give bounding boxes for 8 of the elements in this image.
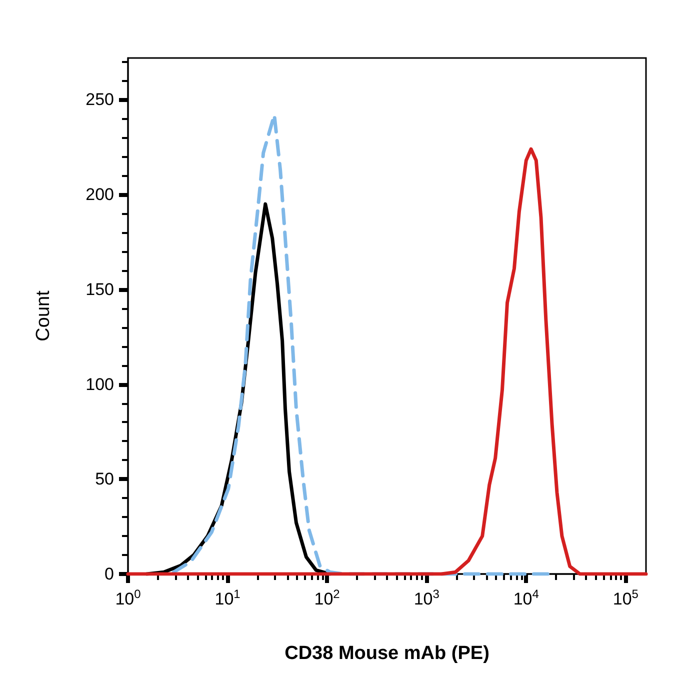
x-axis-title: CD38 Mouse mAb (PE)	[284, 643, 490, 664]
y-tick-label: 100	[86, 374, 114, 394]
y-tick-label: 0	[104, 564, 114, 584]
y-axis-title: Count	[33, 290, 54, 342]
y-tick-label: 50	[95, 470, 114, 489]
y-tick-label: 200	[86, 185, 114, 204]
y-tick-label: 250	[86, 90, 114, 110]
y-tick-label: 150	[86, 280, 114, 299]
